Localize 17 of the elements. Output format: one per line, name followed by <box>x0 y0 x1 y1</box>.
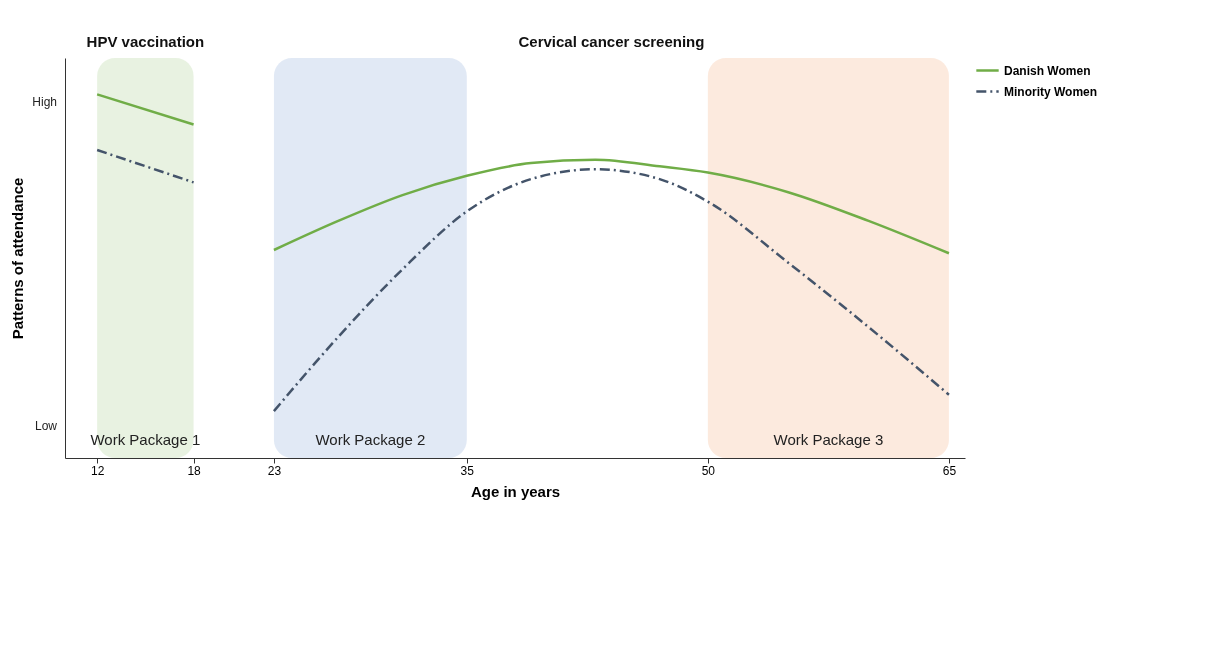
legend-label: Danish Women <box>1004 63 1091 78</box>
x-axis-title: Age in years <box>470 482 561 500</box>
y-axis-title: Patterns of attendance <box>8 177 26 340</box>
text: High <box>32 95 57 109</box>
x-tick-label: 35 <box>460 463 475 478</box>
legend-label: Minority Women <box>1004 84 1098 99</box>
band-label: Work Package 2 <box>315 431 426 448</box>
x-tick-label: 65 <box>942 463 957 478</box>
x-tick-label: 50 <box>701 463 716 478</box>
text: Low <box>34 419 58 433</box>
text: Cervical cancer screening <box>518 33 705 50</box>
x-tick-label: 23 <box>267 463 282 478</box>
text: HPV vaccination <box>86 33 205 50</box>
band-label: Work Package 1 <box>90 431 201 448</box>
band-label: Work Package 3 <box>773 431 884 448</box>
x-tick-label: 12 <box>90 463 105 478</box>
x-tick-label: 18 <box>187 463 202 478</box>
